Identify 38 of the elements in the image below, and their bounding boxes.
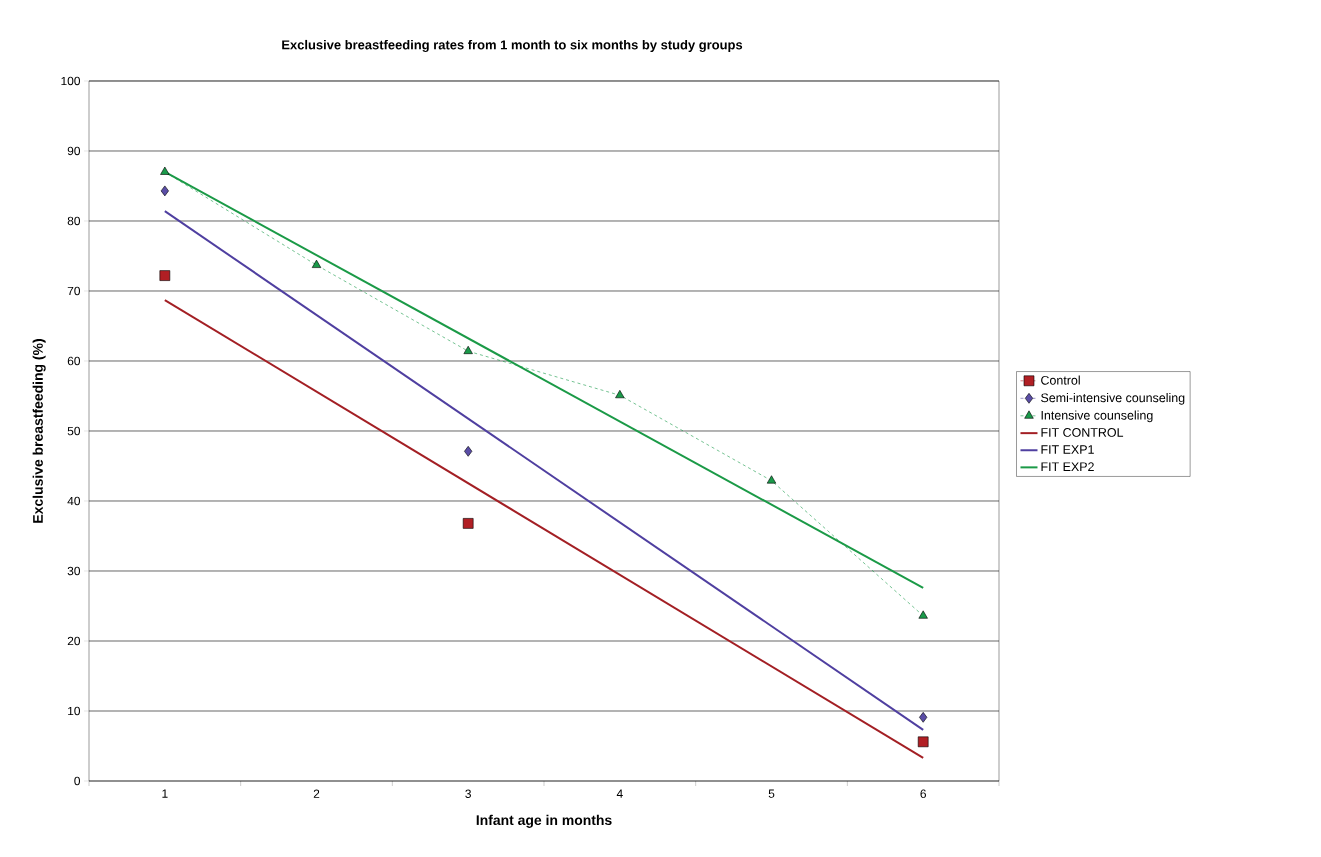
y-tick-label: 30 [67, 566, 81, 576]
x-tick-label: 4 [616, 789, 623, 798]
point [159, 270, 171, 281]
legend-label: Control [1041, 375, 1080, 385]
x-tick-label: 2 [313, 789, 320, 798]
y-tick-label: 50 [67, 426, 81, 436]
x-tick-label: 1 [162, 789, 168, 798]
point [311, 259, 322, 268]
point [464, 446, 473, 457]
point [917, 736, 929, 748]
point [615, 390, 625, 399]
y-tick-label: 90 [67, 146, 81, 156]
y-axis-title: Exclusive breastfeeding (%) [32, 339, 46, 523]
point [160, 166, 170, 175]
point [463, 345, 473, 354]
point [462, 518, 474, 529]
y-tick-label: 80 [67, 216, 81, 226]
y-tick-label: 40 [67, 496, 81, 506]
y-tick-label: 60 [67, 356, 81, 366]
y-tick-label: 70 [67, 286, 81, 296]
x-tick-label: 5 [768, 789, 775, 798]
point [918, 610, 928, 619]
point [919, 712, 928, 723]
x-tick-label: 6 [920, 789, 926, 798]
x-axis-title: Infant age in months [476, 814, 612, 828]
point [766, 475, 777, 484]
chart-title: Exclusive breastfeeding rates from 1 month to six months by study groups [282, 39, 743, 53]
y-tick-label: 100 [61, 76, 81, 86]
legend-label: FIT EXP2 [1041, 462, 1094, 471]
y-tick-label: 20 [67, 636, 81, 646]
y-tick-label: 0 [74, 776, 81, 786]
point [160, 185, 169, 197]
y-tick-label: 10 [68, 706, 81, 716]
x-tick-label: 3 [465, 789, 471, 798]
legend-label: Intensive counseling [1041, 410, 1153, 423]
legend-label: FIT EXP1 [1041, 445, 1094, 454]
legend-label: Semi-intensive counseling [1041, 393, 1185, 405]
legend-label: FIT CONTROL [1041, 428, 1124, 437]
